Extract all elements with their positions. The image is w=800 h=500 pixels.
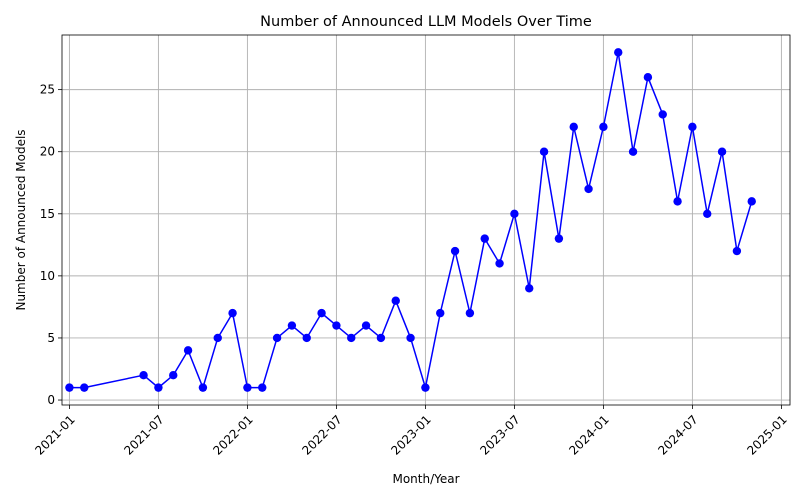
y-tick-label: 20 (40, 145, 55, 159)
data-point (614, 48, 623, 57)
grid (62, 35, 790, 405)
data-point (272, 333, 282, 343)
data-point (198, 383, 208, 392)
data-point (450, 246, 460, 256)
x-tick-label: 2022-01 (210, 412, 255, 457)
y-tick-label: 15 (40, 207, 55, 221)
data-point (302, 333, 311, 343)
ticks: 0 5 10 15 20 25 2021-01 2021-07 2022-01 2022-07 20… (32, 83, 789, 458)
data-point (539, 147, 549, 156)
data-point (65, 383, 74, 392)
y-tick-label: 0 (47, 393, 55, 407)
data-point (243, 383, 252, 392)
data-point (717, 147, 727, 156)
data-point (569, 122, 578, 132)
data-point (421, 383, 430, 392)
data-point (376, 333, 386, 343)
data-point (406, 333, 415, 343)
x-axis-label: Month/Year (392, 472, 459, 486)
x-tick-label: 2022-07 (299, 412, 344, 457)
data-point (673, 197, 682, 206)
data-point (495, 259, 504, 268)
data-point (80, 383, 89, 392)
data-points (65, 48, 756, 392)
data-point (154, 383, 163, 392)
data-point (183, 346, 193, 355)
x-tick-label: 2024-01 (566, 412, 611, 457)
data-point (658, 110, 667, 119)
series-line-layer (69, 51, 753, 389)
data-point (703, 209, 712, 218)
data-point (732, 246, 742, 256)
plot-frame (61, 34, 791, 406)
data-point (287, 321, 297, 330)
chart-title: Number of Announced LLM Models Over Time (260, 14, 592, 30)
data-point (688, 122, 697, 132)
data-point (436, 308, 445, 318)
x-tick-label: 2024-07 (655, 412, 700, 457)
data-point (228, 308, 237, 318)
data-point (317, 308, 326, 318)
y-axis-label: Number of Announced Models (14, 129, 28, 310)
data-point (361, 321, 371, 330)
data-point (525, 284, 534, 293)
data-point (599, 122, 608, 132)
data-point (347, 333, 356, 343)
data-point (747, 197, 756, 206)
data-point (510, 209, 519, 218)
data-point (169, 371, 178, 380)
x-tick-label: 2025-01 (744, 412, 789, 457)
data-point (213, 333, 222, 343)
data-point (258, 383, 267, 392)
data-point (480, 234, 489, 243)
y-tick-label: 10 (40, 269, 55, 283)
data-point (584, 184, 593, 194)
data-point (628, 147, 638, 156)
series-line (69, 51, 753, 389)
data-point (332, 321, 341, 330)
data-point (391, 296, 400, 305)
x-tick-label: 2023-01 (388, 412, 433, 457)
data-point (554, 234, 564, 243)
x-tick-label: 2021-07 (121, 412, 166, 457)
data-point (139, 371, 148, 380)
data-point (643, 73, 653, 82)
y-tick-label: 5 (47, 331, 55, 345)
x-tick-label: 2021-01 (32, 412, 77, 457)
y-tick-label: 25 (40, 83, 55, 97)
x-tick-label: 2023-07 (477, 412, 522, 457)
data-point (465, 308, 475, 318)
